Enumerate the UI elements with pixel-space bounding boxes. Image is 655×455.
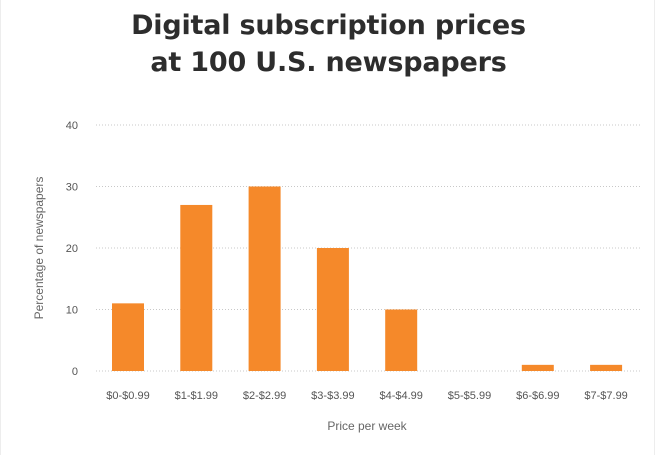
bar-6 <box>521 364 554 371</box>
x-tick-label: $1-$1.99 <box>175 390 218 402</box>
y-tick-label: 0 <box>72 366 78 378</box>
bar-3 <box>316 248 349 371</box>
chart-title-line-2: at 100 U.S. newspapers <box>150 47 507 78</box>
x-tick-label: $0-$0.99 <box>106 390 149 402</box>
bar-4 <box>385 309 418 371</box>
chart-title: Digital subscription prices at 100 U.S. … <box>1 7 655 81</box>
y-axis-ticks: 0 10 20 30 40 <box>66 120 78 378</box>
x-tick-label: $4-$4.99 <box>379 390 422 402</box>
chart-title-line-1: Digital subscription prices <box>131 10 526 41</box>
x-tick-label: $7-$7.99 <box>584 390 627 402</box>
y-tick-label: 30 <box>66 182 78 194</box>
y-tick-label: 10 <box>66 305 78 317</box>
x-tick-label: $6-$6.99 <box>516 390 559 402</box>
bar-0 <box>112 303 144 371</box>
bar-1 <box>180 204 213 371</box>
bar-7 <box>590 364 623 371</box>
x-tick-label: $3-$3.99 <box>311 390 354 402</box>
bar-2 <box>248 186 281 371</box>
y-tick-label: 20 <box>66 243 78 255</box>
y-axis-title: Percentage of newspapers <box>32 177 46 320</box>
x-axis-ticks: $0-$0.99 $1-$1.99 $2-$2.99 $3-$3.99 $4-$4.99… <box>106 390 628 402</box>
x-tick-label: $5-$5.99 <box>448 390 491 402</box>
x-axis-title: Price per week <box>327 419 407 433</box>
bars <box>112 186 623 371</box>
y-tick-label: 40 <box>66 120 78 132</box>
x-tick-label: $2-$2.99 <box>243 390 286 402</box>
gridlines <box>96 124 641 372</box>
